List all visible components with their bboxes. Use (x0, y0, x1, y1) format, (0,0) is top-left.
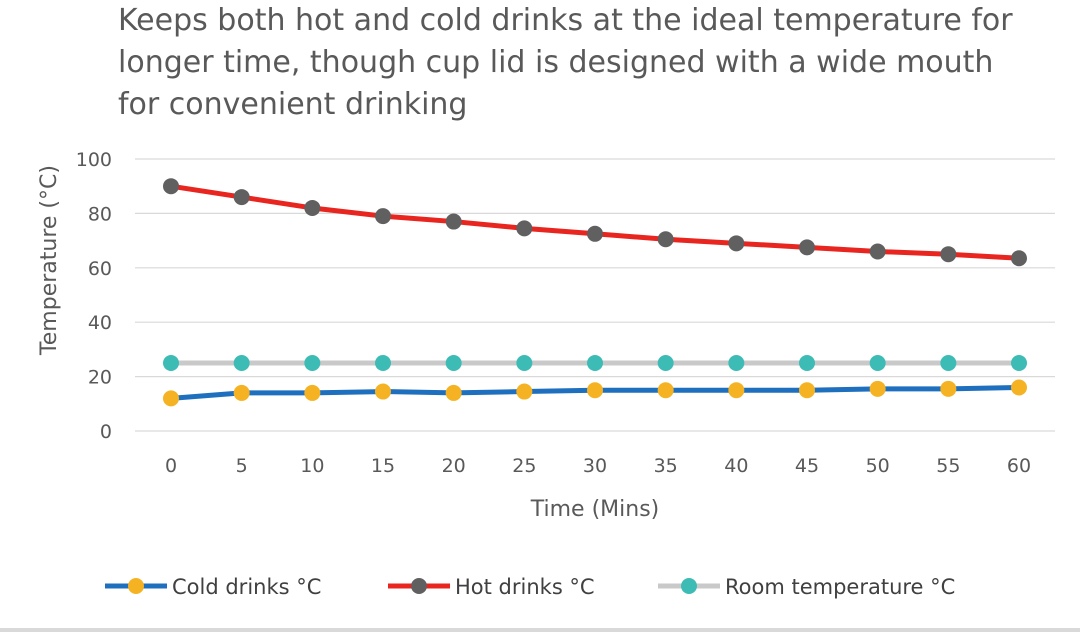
legend-marker-room-temperature-c (681, 578, 697, 594)
data-point-cold-drinks-c (375, 383, 391, 400)
legend: Cold drinks °C Hot drinks °C Room temperat… (105, 575, 955, 599)
y-tick-label: 80 (88, 203, 112, 225)
data-point-hot-drinks-c (657, 231, 674, 248)
data-point-room-temperature-c (445, 355, 462, 371)
legend-label-cold-drinks-c: Cold drinks °C (172, 575, 321, 599)
data-point-room-temperature-c (587, 355, 603, 371)
x-axis-title: Time (Mins) (530, 497, 660, 522)
data-point-hot-drinks-c (163, 178, 179, 195)
data-point-cold-drinks-c (869, 380, 886, 397)
data-point-hot-drinks-c (799, 239, 815, 256)
x-tick-label: 20 (442, 455, 466, 477)
y-tick-label: 20 (88, 367, 112, 389)
data-point-room-temperature-c (516, 355, 533, 371)
data-point-cold-drinks-c (940, 380, 957, 397)
data-point-cold-drinks-c (233, 384, 250, 401)
x-tick-label: 45 (795, 455, 819, 477)
data-point-hot-drinks-c (516, 220, 533, 237)
legend-marker-cold-drinks-c (128, 578, 144, 594)
data-point-hot-drinks-c (375, 208, 391, 225)
gridlines (135, 158, 1055, 432)
x-tick-label: 55 (936, 455, 960, 477)
data-point-cold-drinks-c (799, 382, 815, 399)
data-point-cold-drinks-c (445, 384, 462, 401)
data-point-room-temperature-c (799, 355, 815, 371)
data-point-room-temperature-c (304, 355, 321, 371)
data-point-room-temperature-c (728, 355, 745, 371)
data-point-room-temperature-c (1011, 355, 1027, 371)
chart-title: Keeps both hot and cold drinks at the id… (118, 3, 1013, 122)
y-axis-title: Temperature (°C) (37, 165, 62, 356)
data-point-cold-drinks-c (657, 382, 674, 399)
data-point-hot-drinks-c (587, 225, 603, 242)
x-tick-label: 10 (300, 455, 324, 477)
data-point-cold-drinks-c (587, 382, 603, 399)
y-tick-label: 100 (76, 149, 112, 171)
y-tick-label: 60 (88, 258, 112, 280)
x-tick-label: 60 (1007, 455, 1031, 477)
x-axis-ticks: 0 5 10 15 20 25 30 35 40 45 50 55 60 (165, 455, 1031, 477)
data-point-hot-drinks-c (869, 243, 886, 260)
bottom-divider (0, 628, 1080, 632)
x-tick-label: 5 (236, 455, 248, 477)
data-point-room-temperature-c (163, 355, 179, 371)
x-tick-label: 50 (866, 455, 890, 477)
x-tick-label: 25 (512, 455, 536, 477)
legend-label-hot-drinks-c: Hot drinks °C (455, 575, 595, 599)
y-axis-ticks: 0 20 40 60 80 100 (76, 149, 112, 443)
x-tick-label: 0 (165, 455, 177, 477)
x-tick-label: 40 (724, 455, 748, 477)
data-point-hot-drinks-c (445, 213, 462, 230)
data-point-cold-drinks-c (1011, 379, 1027, 396)
data-point-room-temperature-c (375, 355, 391, 371)
y-tick-label: 0 (100, 421, 112, 443)
data-point-hot-drinks-c (728, 235, 745, 252)
series-lines (163, 178, 1027, 407)
data-point-hot-drinks-c (233, 189, 250, 206)
x-tick-label: 30 (583, 455, 607, 477)
x-tick-label: 35 (654, 455, 678, 477)
data-point-room-temperature-c (657, 355, 674, 371)
legend-label-room-temperature-c: Room temperature °C (725, 575, 955, 599)
x-tick-label: 15 (371, 455, 395, 477)
data-point-cold-drinks-c (516, 383, 533, 400)
data-point-hot-drinks-c (940, 246, 957, 263)
data-point-room-temperature-c (869, 355, 886, 371)
data-point-cold-drinks-c (304, 384, 321, 401)
data-point-cold-drinks-c (728, 382, 745, 399)
legend-marker-hot-drinks-c (411, 578, 427, 594)
data-point-hot-drinks-c (304, 199, 321, 216)
data-point-cold-drinks-c (163, 390, 179, 407)
data-point-hot-drinks-c (1011, 250, 1027, 267)
data-point-room-temperature-c (233, 355, 250, 371)
series-line-hot-drinks-c (168, 183, 1022, 261)
data-point-room-temperature-c (940, 355, 957, 371)
y-tick-label: 40 (88, 312, 112, 334)
